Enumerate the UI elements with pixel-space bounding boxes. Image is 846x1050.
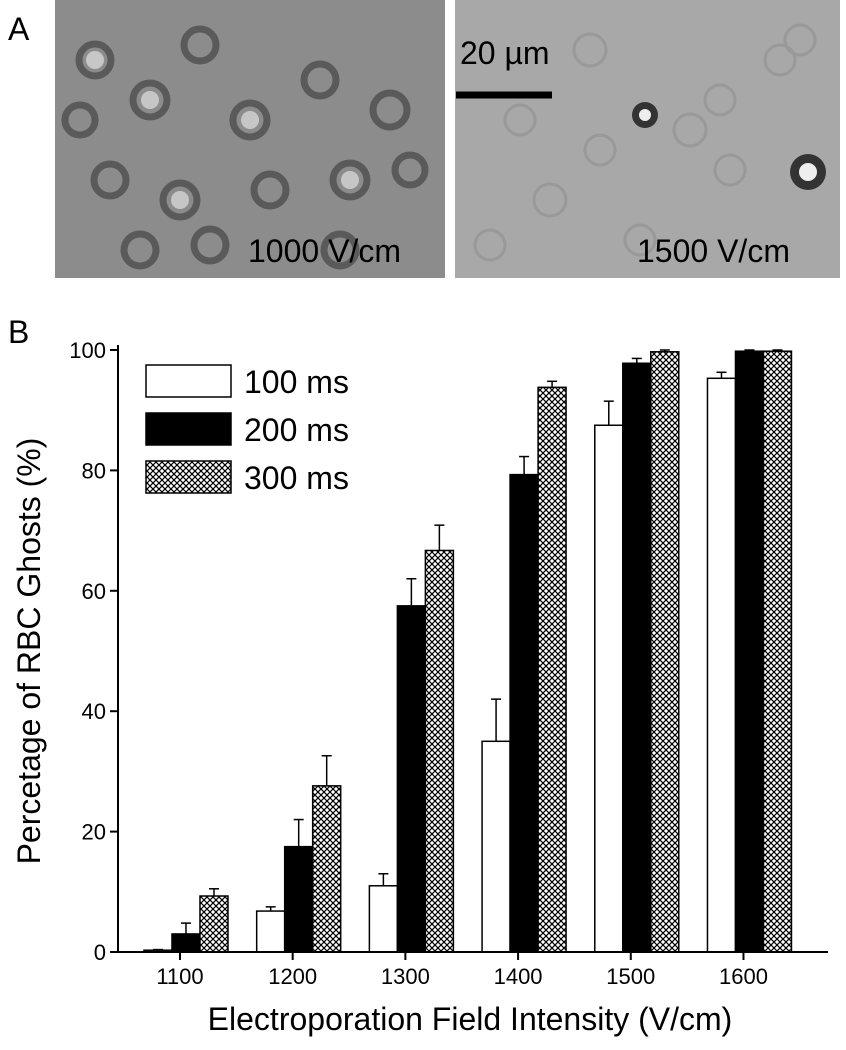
image-caption: 1000 V/cm bbox=[248, 233, 401, 269]
y-tick-label: 60 bbox=[82, 579, 106, 604]
panel-label: B bbox=[8, 314, 29, 350]
bar bbox=[171, 933, 201, 953]
bar bbox=[283, 845, 314, 953]
bar bbox=[650, 351, 680, 953]
x-axis-label: Electroporation Field Intensity (V/cm) bbox=[208, 1001, 733, 1037]
image-caption: 1500 V/cm bbox=[637, 233, 790, 269]
bar bbox=[481, 740, 511, 953]
legend-label: 100 ms bbox=[244, 364, 349, 400]
y-tick-label: 40 bbox=[82, 699, 106, 724]
bar bbox=[396, 605, 427, 953]
x-tick-label: 1200 bbox=[268, 964, 317, 989]
micrograph-right bbox=[455, 0, 840, 278]
legend-label: 300 ms bbox=[244, 460, 349, 496]
bar bbox=[311, 785, 342, 953]
bar bbox=[509, 473, 539, 953]
x-tick-label: 1400 bbox=[494, 964, 543, 989]
legend-swatch bbox=[145, 364, 232, 398]
x-tick-label: 1100 bbox=[156, 964, 203, 989]
x-tick-label: 1300 bbox=[381, 964, 430, 989]
bar bbox=[706, 377, 737, 953]
x-tick-label: 1600 bbox=[719, 964, 768, 989]
panel-label: A bbox=[8, 11, 30, 47]
bar bbox=[537, 386, 567, 953]
legend-swatch bbox=[145, 460, 232, 494]
bar bbox=[255, 910, 286, 953]
y-axis-label: Percetage of RBC Ghosts (%) bbox=[11, 438, 47, 865]
y-tick-label: 0 bbox=[94, 940, 106, 965]
bar bbox=[594, 424, 624, 953]
bar bbox=[734, 350, 765, 953]
y-tick-label: 80 bbox=[82, 458, 106, 483]
micrograph-left bbox=[55, 0, 445, 278]
legend-label: 200 ms bbox=[244, 412, 349, 448]
bar bbox=[424, 549, 455, 953]
bar bbox=[622, 362, 652, 953]
x-tick-label: 1500 bbox=[606, 964, 655, 989]
bar bbox=[368, 885, 399, 953]
y-tick-label: 100 bbox=[69, 338, 106, 363]
legend-swatch bbox=[145, 412, 232, 446]
scale-bar-label: 20 µm bbox=[460, 35, 550, 71]
bar bbox=[199, 895, 229, 953]
bar bbox=[762, 350, 793, 953]
y-tick-label: 20 bbox=[82, 820, 106, 845]
